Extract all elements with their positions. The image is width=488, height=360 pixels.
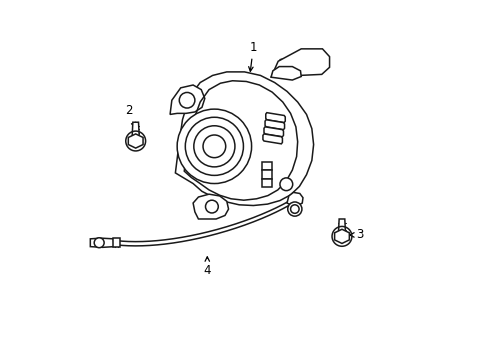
Polygon shape [128,134,143,148]
Text: 3: 3 [349,229,363,242]
Polygon shape [264,127,283,137]
Text: 2: 2 [125,104,135,127]
Circle shape [193,126,234,167]
Polygon shape [193,194,228,219]
Circle shape [287,202,301,216]
Circle shape [179,93,195,108]
Circle shape [290,205,299,213]
Circle shape [279,178,292,191]
Polygon shape [132,122,139,136]
Circle shape [94,238,104,248]
Polygon shape [261,162,272,170]
Polygon shape [112,238,120,247]
Polygon shape [338,219,345,234]
Circle shape [205,200,218,213]
Polygon shape [270,49,329,77]
Polygon shape [270,67,301,80]
Polygon shape [263,134,282,144]
Circle shape [177,109,251,184]
Polygon shape [265,113,285,123]
Polygon shape [261,179,272,187]
Circle shape [185,117,243,175]
Polygon shape [264,120,284,130]
Polygon shape [170,85,204,114]
Polygon shape [175,72,313,206]
Polygon shape [90,238,114,247]
Polygon shape [334,229,348,243]
Polygon shape [261,170,272,179]
Polygon shape [286,192,303,206]
Text: 1: 1 [248,41,257,71]
Text: 4: 4 [203,257,211,277]
Circle shape [203,135,225,158]
